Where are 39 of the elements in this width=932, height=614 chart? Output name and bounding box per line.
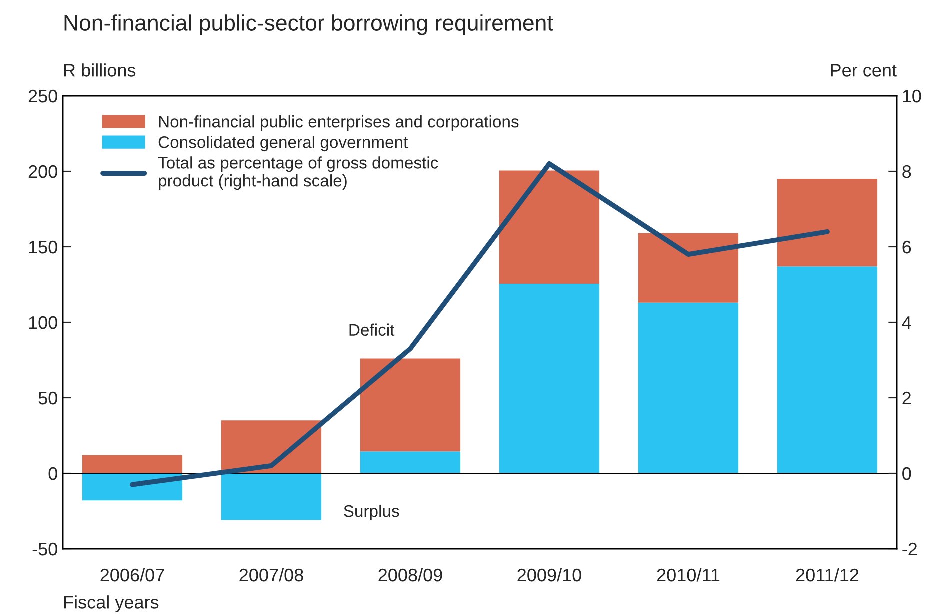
x-tick-label: 2008/09 [378, 568, 442, 582]
y2-tick-label: -2 [902, 542, 918, 556]
bar [360, 358, 461, 452]
y2-tick-label: 2 [902, 392, 911, 405]
bar [638, 302, 739, 474]
y-tick-label: 200 [28, 165, 58, 178]
y-axis-title: R billions [64, 64, 136, 77]
x-tick-label: 2006/07 [100, 568, 164, 582]
y2-tick-label: 10 [903, 90, 922, 103]
y-tick-label: 50 [38, 392, 58, 405]
y-tick-label: -50 [32, 542, 58, 556]
chart-title: Non-financial public-sector borrowing requirement [64, 14, 554, 36]
y2-tick-label: 8 [902, 165, 912, 178]
annotation: Deficit [350, 324, 395, 336]
y2-axis-title: Per cent [831, 64, 897, 77]
bar [499, 170, 600, 284]
x-axis-title: Fiscal years [64, 596, 159, 612]
legend-label: Total as percentage of gross domestic product (right-hand scale) [158, 156, 438, 190]
legend-label: Non-financial public enterprises and corporations [159, 116, 519, 132]
y-tick-label: 150 [29, 240, 58, 254]
annotation: Surplus [344, 504, 400, 521]
x-tick-label: 2007/08 [240, 568, 304, 582]
bar [777, 266, 878, 474]
y-tick-label: 100 [29, 316, 58, 330]
x-tick-label: 2010/11 [657, 568, 720, 582]
bar [221, 474, 322, 520]
y2-tick-label: 4 [902, 316, 912, 330]
bar [777, 179, 878, 267]
y2-tick-label: 0 [902, 467, 912, 480]
x-tick-label: 2011/12 [796, 568, 859, 582]
y-tick-label: 250 [28, 90, 58, 103]
x-tick-label: 2009/10 [518, 568, 582, 582]
legend-label: Consolidated general government [158, 136, 408, 152]
bar [499, 284, 600, 474]
bar [638, 233, 739, 303]
y-tick-label: 0 [48, 467, 58, 480]
bar [360, 452, 461, 474]
bar [82, 455, 183, 474]
y2-tick-label: 6 [902, 240, 912, 254]
